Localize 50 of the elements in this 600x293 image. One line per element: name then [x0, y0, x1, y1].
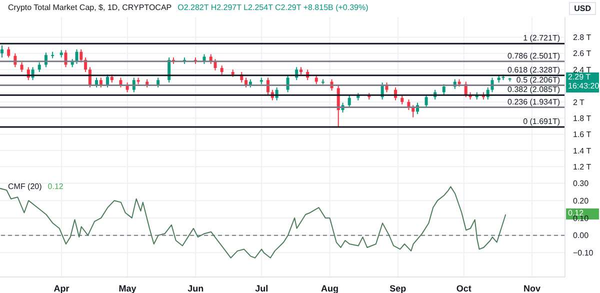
x-tick-label: May: [118, 283, 136, 293]
y-tick-label: 2.4 T: [573, 65, 592, 74]
candlestick: [348, 94, 351, 108]
candlestick: [286, 74, 290, 93]
text: 0.12: [48, 182, 64, 191]
x-tick-label: Sep: [390, 283, 407, 293]
ref-line-label: 1 (2.721T): [523, 34, 560, 43]
text: 2.29 T 16:43:20: [568, 72, 600, 90]
y-tick-label: 2 T: [573, 98, 585, 107]
text: CMF (20): [8, 182, 42, 191]
ref-line-label: 0.236 (1.934T): [508, 97, 560, 106]
x-tick-label: Jul: [255, 283, 268, 293]
candlestick: [244, 77, 248, 88]
y-tick-label: 0.30: [573, 179, 590, 188]
ref-line-label: 0.5 (2.206T): [516, 75, 560, 84]
y-tick-label: 2.6 T: [573, 49, 592, 58]
candlestick: [20, 62, 24, 73]
candlestick: [95, 77, 98, 88]
x-tick-label: Nov: [524, 283, 541, 293]
chart-subtitle: O2.282T H2.297T L2.254T C2.29T +8.815B (+0.39%): [178, 3, 368, 12]
y-tick-label: 2.8 T: [573, 33, 592, 42]
x-tick-label: Aug: [321, 283, 339, 293]
candlestick: [156, 77, 160, 88]
candlestick: [442, 84, 446, 96]
candlestick: [119, 77, 122, 88]
y-tick-label: 0.20: [573, 196, 590, 206]
y-tick-label: 0.00: [573, 231, 590, 240]
candlestick: [7, 46, 10, 58]
ref-line-label: 0 (1.691T): [523, 116, 560, 126]
chart-title: Crypto Total Market Cap, $, 1D, CRYPTOCAP: [8, 3, 172, 12]
candlestick: [0, 44, 4, 58]
x-tick-label: Apr: [54, 283, 70, 293]
y-axis-title: USD: [569, 2, 596, 15]
candlestick: [38, 62, 41, 73]
y-tick-label: 1.8 T: [573, 114, 592, 123]
ref-line-label: 0.382 (2.085T): [508, 85, 560, 94]
candlestick: [99, 77, 102, 88]
candlestick: [214, 58, 217, 71]
candlestick: [424, 94, 428, 108]
y-tick-label: −0.10: [573, 248, 594, 258]
ref-line-label: 0.786 (2.501T): [508, 51, 560, 60]
y-tick-label: 1.2 T: [573, 162, 592, 172]
candlestick: [106, 74, 110, 88]
text: 0.12: [568, 208, 584, 218]
x-tick-label: Jun: [188, 283, 204, 293]
candlestick: [80, 48, 83, 63]
y-tick-label: 1.6 T: [573, 130, 592, 140]
ref-line-label: 0.618 (2.328T): [508, 65, 560, 74]
y-tick-label: 1.4 T: [573, 146, 592, 156]
x-tick-label: Oct: [456, 283, 472, 293]
